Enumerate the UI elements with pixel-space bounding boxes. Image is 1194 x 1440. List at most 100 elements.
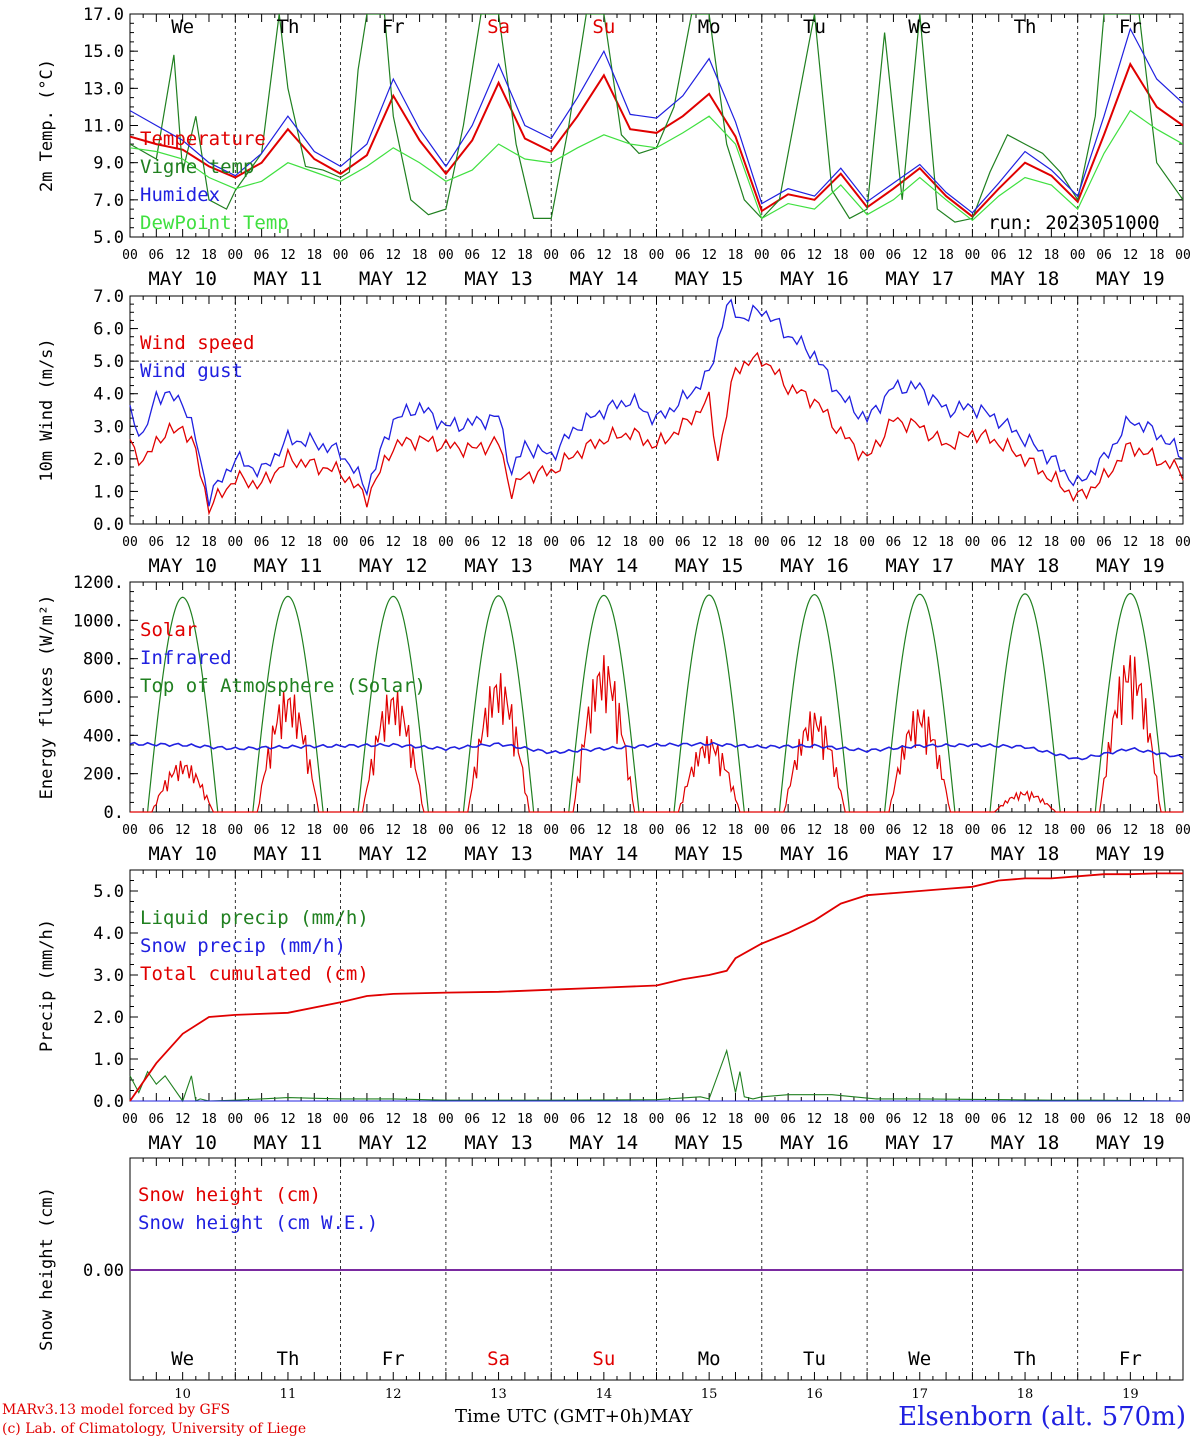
- y-tick-label: 3.0: [93, 966, 124, 986]
- hour-tick-label: 18: [622, 248, 638, 263]
- hour-tick-label: 12: [280, 535, 296, 550]
- hour-tick-label: 06: [886, 248, 902, 263]
- hour-tick-label: 12: [385, 823, 401, 838]
- weekday-label: Th: [1014, 16, 1037, 38]
- hour-tick-label: 06: [570, 248, 586, 263]
- y-axis-label: Precip (mm/h): [37, 919, 57, 1052]
- date-label: MAY 13: [464, 1132, 533, 1154]
- y-tick-label: 15.0: [83, 42, 124, 62]
- hour-tick-label: 18: [412, 1112, 428, 1127]
- date-label: MAY 13: [464, 843, 533, 865]
- hour-tick-label: 06: [675, 535, 691, 550]
- hour-tick-label: 18: [938, 535, 954, 550]
- weekday-label: We: [171, 16, 194, 38]
- series-line-1: [129, 1048, 1184, 1103]
- solar-line: [130, 655, 1183, 813]
- hour-tick-label: 12: [701, 1112, 717, 1127]
- hour-tick-label: 06: [254, 1112, 270, 1127]
- hour-tick-label: 18: [306, 1112, 322, 1127]
- date-label: MAY 17: [885, 268, 954, 290]
- series-line-3: [129, 872, 1183, 1102]
- hour-tick-label: 18: [622, 535, 638, 550]
- y-axis-label: 2m Temp. (°C): [37, 59, 57, 192]
- day-number-label: 11: [280, 1387, 297, 1402]
- hour-tick-label: 12: [491, 823, 507, 838]
- hour-tick-label: 18: [517, 823, 533, 838]
- date-label: MAY 19: [1096, 843, 1165, 865]
- hour-tick-label: 00: [754, 1112, 770, 1127]
- hour-tick-label: 06: [464, 535, 480, 550]
- hour-tick-label: 00: [649, 1112, 665, 1127]
- hour-tick-label: 00: [122, 1112, 138, 1127]
- hour-tick-label: 12: [385, 535, 401, 550]
- day-number-label: 12: [385, 1387, 402, 1402]
- y-tick-label: 0.: [104, 803, 124, 823]
- toa-arch: [1094, 592, 1167, 813]
- hour-tick-label: 00: [754, 248, 770, 263]
- hour-tick-label: 12: [1123, 248, 1139, 263]
- date-label: MAY 19: [1096, 555, 1165, 577]
- hour-tick-label: 06: [675, 1112, 691, 1127]
- hour-tick-label: 18: [201, 823, 217, 838]
- hour-tick-label: 00: [649, 535, 665, 550]
- hour-tick-label: 06: [464, 248, 480, 263]
- hour-tick-label: 00: [1070, 1112, 1086, 1127]
- hour-tick-label: 12: [280, 248, 296, 263]
- hour-tick-label: 06: [359, 248, 375, 263]
- hour-tick-label: 18: [938, 823, 954, 838]
- hour-tick-label: 00: [543, 535, 559, 550]
- date-label: MAY 10: [148, 843, 217, 865]
- hour-tick-label: 18: [517, 1112, 533, 1127]
- hour-tick-label: 18: [412, 823, 428, 838]
- hour-tick-label: 00: [649, 823, 665, 838]
- hour-tick-label: 12: [596, 823, 612, 838]
- hour-tick-label: 12: [1017, 248, 1033, 263]
- weekday-label: Mo: [698, 16, 721, 38]
- date-label: MAY 10: [148, 1132, 217, 1154]
- y-tick-label: 400.: [83, 726, 124, 746]
- weekday-label: We: [908, 1348, 931, 1370]
- hour-tick-label: 12: [701, 535, 717, 550]
- hour-tick-label: 12: [175, 535, 191, 550]
- hour-tick-label: 12: [1017, 1112, 1033, 1127]
- hour-tick-label: 18: [517, 248, 533, 263]
- date-label: MAY 16: [780, 843, 849, 865]
- weekday-label: Fr: [382, 16, 405, 38]
- hour-tick-label: 00: [1175, 823, 1191, 838]
- weekday-label: Fr: [382, 1348, 405, 1370]
- hour-tick-label: 00: [333, 1112, 349, 1127]
- hour-tick-label: 12: [596, 248, 612, 263]
- y-tick-label: 1000.: [73, 611, 124, 631]
- date-label: MAY 14: [570, 1132, 639, 1154]
- hour-tick-label: 06: [148, 535, 164, 550]
- time-axis-label: Time UTC (GMT+0h)MAY: [455, 1406, 692, 1427]
- hour-tick-label: 18: [622, 823, 638, 838]
- hour-tick-label: 00: [1070, 823, 1086, 838]
- hour-tick-label: 06: [464, 823, 480, 838]
- y-tick-label: 6.0: [93, 320, 124, 340]
- weekday-label: Fr: [1119, 1348, 1142, 1370]
- y-tick-label: 1.0: [93, 1050, 124, 1070]
- hour-tick-label: 18: [622, 1112, 638, 1127]
- y-tick-label: 0.0: [93, 1092, 124, 1112]
- hour-tick-label: 18: [201, 248, 217, 263]
- date-label: MAY 18: [991, 268, 1060, 290]
- legend-entry: Total cumulated (cm): [140, 963, 369, 985]
- date-label: MAY 17: [885, 555, 954, 577]
- hour-tick-label: 12: [1123, 535, 1139, 550]
- hour-tick-label: 00: [543, 1112, 559, 1127]
- hour-tick-label: 06: [886, 535, 902, 550]
- run-annotation: run: 2023051000: [988, 212, 1160, 234]
- date-label: MAY 15: [675, 843, 744, 865]
- date-label: MAY 15: [675, 1132, 744, 1154]
- hour-tick-label: 18: [833, 248, 849, 263]
- hour-tick-label: 00: [333, 248, 349, 263]
- hour-tick-label: 06: [886, 823, 902, 838]
- hour-tick-label: 06: [991, 535, 1007, 550]
- hour-tick-label: 12: [385, 248, 401, 263]
- date-label: MAY 10: [148, 555, 217, 577]
- hour-tick-label: 06: [780, 1112, 796, 1127]
- hour-tick-label: 00: [438, 248, 454, 263]
- date-label: MAY 15: [675, 555, 744, 577]
- date-label: MAY 14: [570, 843, 639, 865]
